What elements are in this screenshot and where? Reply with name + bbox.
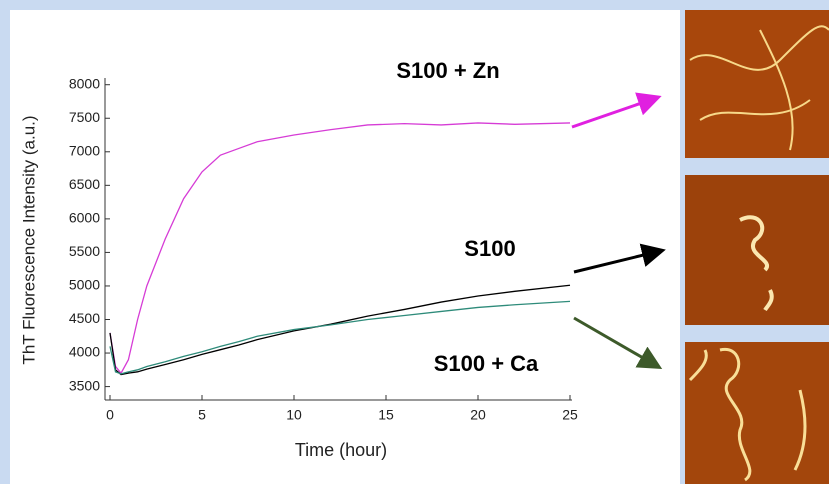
afm-image <box>685 175 829 325</box>
y-axis-label: ThT Fluorescence Intensity (a.u.) <box>19 115 38 364</box>
series-line <box>109 300 571 375</box>
panel <box>10 10 680 484</box>
x-axis-label: Time (hour) <box>295 440 387 460</box>
series-annotation: S100 <box>464 236 515 261</box>
x-tick-label: 10 <box>286 407 302 423</box>
y-tick-label: 4500 <box>69 310 100 326</box>
y-tick-label: 7500 <box>69 109 100 125</box>
y-tick-label: 7000 <box>69 142 100 158</box>
arrow <box>573 243 666 274</box>
y-tick-label: 5500 <box>69 243 100 259</box>
y-tick-label: 4000 <box>69 344 100 360</box>
series-annotation: S100 + Ca <box>434 351 539 376</box>
arrow <box>571 92 662 129</box>
y-tick-label: 6500 <box>69 176 100 192</box>
series-annotation: S100 + Zn <box>396 58 499 83</box>
y-tick-label: 8000 <box>69 75 100 91</box>
x-tick-label: 0 <box>106 407 114 423</box>
x-tick-label: 20 <box>470 407 486 423</box>
x-tick-label: 25 <box>562 407 578 423</box>
series-line <box>109 284 571 376</box>
y-tick-label: 3500 <box>69 377 100 393</box>
afm-image <box>685 342 829 484</box>
afm-image <box>685 10 829 158</box>
y-tick-label: 6000 <box>69 210 100 226</box>
arrow <box>573 316 663 370</box>
x-tick-label: 15 <box>378 407 394 423</box>
x-tick-label: 5 <box>198 407 206 423</box>
series-line <box>109 122 571 375</box>
y-tick-label: 5000 <box>69 277 100 293</box>
